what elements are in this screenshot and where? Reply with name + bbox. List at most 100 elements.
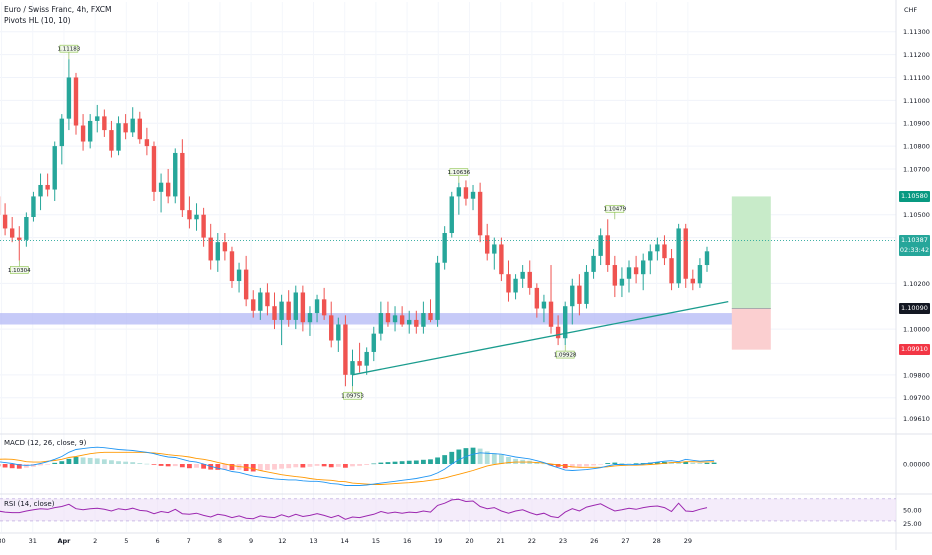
candle-body	[435, 263, 439, 320]
macd-histogram-bar	[442, 455, 447, 464]
candle-body	[620, 279, 624, 286]
rsi-label[interactable]: RSI (14, close)	[4, 500, 54, 508]
macd-histogram-bar	[308, 464, 313, 467]
time-axis-label: 5	[124, 537, 128, 545]
candle-body	[669, 258, 673, 283]
support-band	[0, 313, 748, 324]
macd-histogram-bar	[322, 464, 327, 466]
candle-body	[123, 123, 127, 132]
macd-histogram-bar	[690, 463, 695, 464]
macd-histogram-bar	[180, 464, 185, 467]
macd-histogram-bar	[421, 460, 426, 464]
candle-body	[372, 334, 376, 352]
price-tag-stop: 1.09910	[899, 344, 930, 355]
candle-body	[698, 265, 702, 283]
candle-body	[294, 292, 298, 319]
candle-body	[138, 119, 142, 140]
time-axis-label: 29	[684, 537, 692, 545]
macd-histogram-bar	[634, 463, 639, 464]
macd-label[interactable]: MACD (12, 26, close, 9)	[4, 439, 86, 447]
macd-histogram-bar	[329, 464, 334, 467]
macd-histogram-bar	[67, 459, 72, 464]
candle-body	[272, 306, 276, 320]
macd-axis-label: 0.00000	[903, 461, 930, 469]
candle-body	[180, 153, 184, 210]
candle-body	[3, 215, 7, 229]
time-axis-label: Apr	[57, 537, 71, 545]
candle-body	[350, 361, 354, 375]
candle-body	[634, 267, 638, 274]
time-axis-label: 9	[249, 537, 253, 545]
candle-body	[485, 235, 489, 253]
candle-body	[528, 272, 532, 288]
candle-body	[691, 279, 695, 284]
price-axis-unit: CHF	[904, 6, 917, 14]
macd-histogram-bar	[258, 464, 263, 471]
candle-body	[131, 119, 135, 133]
candle-body	[81, 126, 85, 142]
time-axis-label: 14	[341, 537, 349, 545]
macd-histogram-bar	[357, 464, 362, 466]
price-axis-label: 1.10200	[903, 280, 930, 288]
long-position-tool	[732, 196, 771, 349]
candle-body	[230, 251, 234, 281]
price-axis-label: 1.11300	[903, 28, 930, 36]
time-axis-label: 12	[278, 537, 286, 545]
macd-histogram-bar	[386, 462, 391, 464]
candle-body	[322, 299, 326, 315]
candle-body	[301, 292, 305, 322]
price-axis: CHF1.113001.112001.111001.110001.109001.…	[903, 6, 930, 423]
macd-histogram-bar	[315, 464, 320, 466]
candle-body	[159, 183, 163, 192]
macd-histogram-bar	[187, 464, 192, 468]
macd-histogram-bar	[364, 464, 369, 465]
candle-body	[613, 265, 617, 286]
candle-body	[95, 116, 99, 121]
candle-body	[60, 119, 64, 146]
candle-body	[450, 196, 454, 233]
candle-body	[705, 251, 709, 265]
candle-body	[251, 299, 255, 310]
indicator-legend[interactable]: Pivots HL (10, 10)	[4, 16, 71, 25]
candle-body	[556, 327, 560, 338]
candle-body	[10, 228, 14, 237]
time-axis: 3031Apr256789121314151619202122232627282…	[0, 537, 692, 545]
candle-body	[577, 286, 581, 304]
candle-body	[31, 196, 35, 217]
rsi-axis-label: 25.00	[903, 520, 922, 528]
candle-body	[88, 121, 92, 142]
macd-histogram-bar	[492, 453, 497, 464]
candle-body	[499, 244, 503, 274]
price-axis-label: 1.10700	[903, 165, 930, 173]
macd-histogram-bar	[59, 461, 64, 464]
macd-histogram-bar	[712, 463, 717, 464]
candle-body	[53, 146, 57, 189]
candle-body	[421, 313, 425, 327]
macd-histogram-bar	[194, 464, 199, 468]
macd-histogram-bar	[698, 463, 703, 464]
candles	[0, 59, 709, 386]
candle-body	[343, 325, 347, 375]
candle-body	[598, 235, 602, 256]
candle-body	[38, 185, 42, 196]
macd-histogram-bar	[279, 464, 284, 469]
position-target-zone	[732, 196, 771, 308]
macd-histogram-bar	[449, 452, 454, 464]
macd-histogram-bar	[612, 463, 617, 464]
time-axis-label: 15	[372, 537, 380, 545]
candle-body	[428, 313, 432, 320]
macd-panel: 0.00000	[0, 447, 930, 485]
symbol-title[interactable]: Euro / Swiss Franc, 4h, FXCM	[4, 5, 111, 14]
candle-body	[606, 235, 610, 265]
time-axis-label: 22	[528, 537, 536, 545]
candle-body	[67, 77, 71, 118]
candle-body	[442, 233, 446, 263]
macd-histogram-bar	[88, 458, 93, 464]
candle-body	[216, 242, 220, 260]
candle-body	[329, 315, 333, 340]
macd-histogram-bar	[159, 464, 164, 466]
time-axis-label: 7	[187, 537, 191, 545]
macd-histogram-bar	[293, 464, 298, 467]
